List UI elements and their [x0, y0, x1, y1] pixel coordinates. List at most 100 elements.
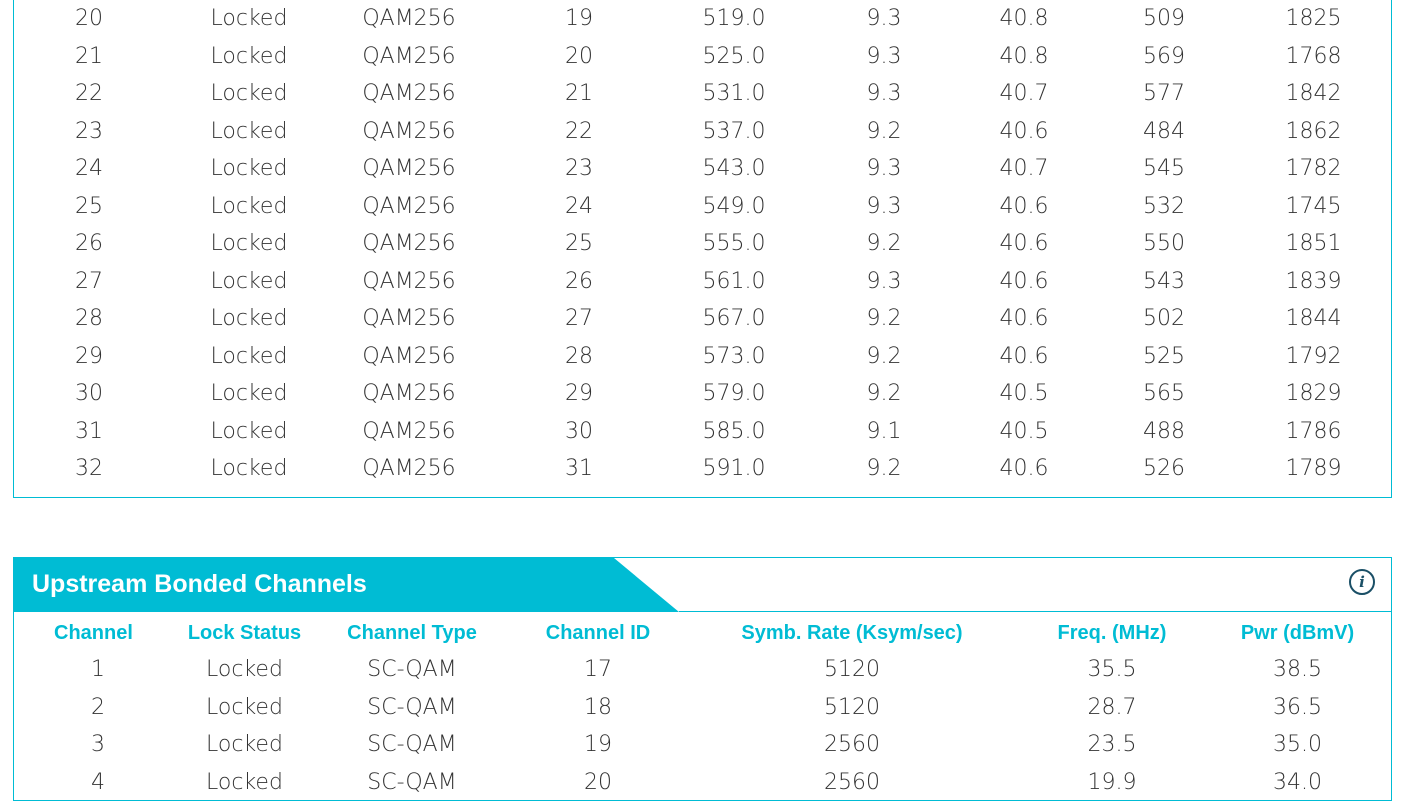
lock-status-cell: Locked	[210, 6, 288, 32]
frequency-cell: 591.0	[702, 456, 766, 482]
corrected-cell: 509	[1143, 6, 1185, 32]
channel-id-cell: 17	[584, 657, 612, 683]
channel-cell: 2	[91, 694, 105, 720]
channel-id-cell: 27	[565, 306, 593, 332]
frequency-cell: 555.0	[702, 231, 766, 257]
power-cell: 36.5	[1273, 694, 1322, 720]
power-cell: 9.3	[866, 43, 902, 69]
lock-status-cell: Locked	[210, 268, 288, 294]
column-header-channel: Channel	[54, 621, 133, 644]
frequency-cell: 525.0	[702, 43, 766, 69]
channel-cell: 30	[75, 381, 103, 407]
uncorrectables-cell: 1862	[1285, 118, 1342, 144]
table-row: 21 Locked QAM256 20 525.0 9.3 40.8 569 1…	[14, 38, 1391, 76]
uncorrectables-cell: 1842	[1285, 81, 1342, 107]
modulation-cell: QAM256	[362, 193, 456, 219]
frequency-cell: 561.0	[702, 268, 766, 294]
lock-status-cell: Locked	[210, 456, 288, 482]
channel-cell: 31	[75, 418, 103, 444]
header-divider	[679, 611, 1391, 612]
upstream-header-row: Channel Lock Status Channel Type Channel…	[14, 615, 1391, 651]
uncorrectables-cell: 1844	[1285, 306, 1342, 332]
power-cell: 9.3	[866, 156, 902, 182]
lock-status-cell: Locked	[210, 81, 288, 107]
table-row: 25 Locked QAM256 24 549.0 9.3 40.6 532 1…	[14, 188, 1391, 226]
power-cell: 9.3	[866, 81, 902, 107]
corrected-cell: 532	[1143, 193, 1185, 219]
power-cell: 9.3	[866, 6, 902, 32]
uncorrectables-cell: 1829	[1285, 381, 1342, 407]
snr-cell: 40.6	[999, 306, 1049, 332]
corrected-cell: 577	[1143, 81, 1185, 107]
channel-cell: 26	[75, 231, 103, 257]
frequency-cell: 543.0	[702, 156, 766, 182]
channel-id-cell: 19	[584, 732, 612, 758]
snr-cell: 40.6	[999, 231, 1049, 257]
modulation-cell: QAM256	[362, 6, 456, 32]
table-row: 27 Locked QAM256 26 561.0 9.3 40.6 543 1…	[14, 263, 1391, 301]
table-row: 22 Locked QAM256 21 531.0 9.3 40.7 577 1…	[14, 75, 1391, 113]
snr-cell: 40.8	[999, 6, 1049, 32]
lock-status-cell: Locked	[210, 343, 288, 369]
frequency-cell: 573.0	[702, 343, 766, 369]
upstream-panel: Upstream Bonded Channels i Channel Lock …	[13, 557, 1392, 801]
table-row: 26 Locked QAM256 25 555.0 9.2 40.6 550 1…	[14, 225, 1391, 263]
power-cell: 9.3	[866, 268, 902, 294]
snr-cell: 40.6	[999, 343, 1049, 369]
column-header-lock-status: Lock Status	[187, 621, 302, 644]
modulation-cell: QAM256	[362, 343, 456, 369]
table-row: 4 Locked SC-QAM 20 2560 19.9 34.0	[14, 764, 1391, 802]
power-cell: 9.2	[866, 343, 902, 369]
frequency-cell: 537.0	[702, 118, 766, 144]
table-row: 29 Locked QAM256 28 573.0 9.2 40.6 525 1…	[14, 338, 1391, 376]
power-cell: 9.2	[866, 231, 902, 257]
channel-cell: 32	[75, 456, 103, 482]
modulation-cell: QAM256	[362, 156, 456, 182]
frequency-cell: 23.5	[1087, 732, 1137, 758]
uncorrectables-cell: 1782	[1285, 156, 1342, 182]
frequency-cell: 585.0	[702, 418, 766, 444]
frequency-cell: 549.0	[702, 193, 766, 219]
channel-type-cell: SC-QAM	[367, 694, 457, 720]
snr-cell: 40.7	[999, 81, 1049, 107]
channel-type-cell: SC-QAM	[367, 769, 457, 795]
power-cell: 9.2	[866, 118, 902, 144]
upstream-title: Upstream Bonded Channels	[32, 570, 367, 598]
frequency-cell: 28.7	[1087, 694, 1137, 720]
channel-id-cell: 30	[565, 418, 593, 444]
downstream-table: 20 Locked QAM256 19 519.0 9.3 40.8 509 1…	[14, 0, 1391, 488]
corrected-cell: 502	[1143, 306, 1185, 332]
channel-id-cell: 21	[565, 81, 593, 107]
channel-cell: 29	[75, 343, 103, 369]
lock-status-cell: Locked	[206, 769, 283, 795]
column-header-freq: Freq. (MHz)	[1057, 621, 1167, 644]
lock-status-cell: Locked	[210, 381, 288, 407]
corrected-cell: 550	[1143, 231, 1185, 257]
lock-status-cell: Locked	[210, 418, 288, 444]
channel-cell: 24	[75, 156, 103, 182]
channel-id-cell: 22	[565, 118, 593, 144]
modulation-cell: QAM256	[362, 381, 456, 407]
table-row: 3 Locked SC-QAM 19 2560 23.5 35.0	[14, 726, 1391, 764]
channel-cell: 1	[91, 657, 105, 683]
snr-cell: 40.5	[999, 381, 1049, 407]
snr-cell: 40.6	[999, 118, 1049, 144]
table-row: 2 Locked SC-QAM 18 5120 28.7 36.5	[14, 689, 1391, 727]
channel-id-cell: 23	[565, 156, 593, 182]
channel-cell: 23	[75, 118, 103, 144]
corrected-cell: 526	[1143, 456, 1185, 482]
column-header-channel-type: Channel Type	[347, 621, 477, 644]
frequency-cell: 531.0	[702, 81, 766, 107]
power-cell: 34.0	[1273, 769, 1322, 795]
symb-rate-cell: 2560	[824, 732, 880, 758]
info-icon[interactable]: i	[1349, 569, 1375, 595]
power-cell: 9.3	[866, 193, 902, 219]
modulation-cell: QAM256	[362, 43, 456, 69]
lock-status-cell: Locked	[210, 118, 288, 144]
lock-status-cell: Locked	[210, 231, 288, 257]
power-cell: 9.1	[866, 418, 902, 444]
corrected-cell: 488	[1143, 418, 1185, 444]
frequency-cell: 567.0	[702, 306, 766, 332]
channel-id-cell: 20	[584, 769, 612, 795]
table-row: 28 Locked QAM256 27 567.0 9.2 40.6 502 1…	[14, 300, 1391, 338]
